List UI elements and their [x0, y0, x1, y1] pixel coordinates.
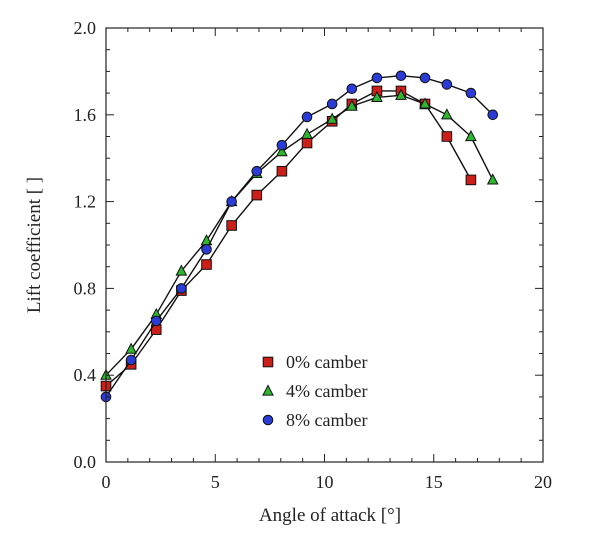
series-layer — [100, 70, 499, 403]
data-point-8-camber — [276, 139, 288, 151]
data-point-8-camber — [150, 315, 162, 327]
data-point-0-camber — [226, 220, 237, 231]
data-point-0-camber — [251, 189, 263, 201]
data-point-8-camber — [395, 70, 407, 82]
legend-layer: 0% camber 4% camber 8% camber — [262, 352, 367, 430]
legend-label-4-camber: 4% camber — [286, 381, 367, 401]
data-point-0-camber — [465, 174, 477, 186]
data-point-8-camber — [326, 98, 338, 110]
tick-layer — [105, 27, 544, 463]
data-point-4-camber — [440, 108, 453, 120]
data-point-4-camber — [371, 90, 383, 103]
x-tick-label: 15 — [425, 472, 443, 492]
data-point-4-camber — [419, 97, 431, 109]
y-tick-label: 0.4 — [74, 365, 97, 385]
x-axis-label: Angle of attack [°] — [259, 505, 401, 526]
data-point-4-camber — [276, 145, 288, 157]
data-point-8-camber — [465, 87, 477, 99]
y-tick-label: 1.6 — [74, 105, 97, 125]
legend-marker-4-camber — [262, 384, 274, 396]
series-line-0-camber — [105, 90, 472, 387]
y-tick-label: 1.2 — [74, 192, 97, 212]
data-point-8-camber — [125, 354, 137, 366]
data-point-4-camber — [395, 88, 407, 100]
y-tick-label: 0.0 — [74, 452, 97, 472]
data-point-0-camber — [201, 259, 212, 270]
legend-marker-8-camber — [262, 414, 274, 426]
data-point-4-camber — [175, 264, 188, 276]
series-8-camber — [100, 70, 499, 403]
data-point-8-camber — [371, 72, 383, 84]
x-tick-label: 20 — [534, 472, 552, 492]
data-point-4-camber — [465, 129, 477, 142]
x-tick-label: 0 — [102, 472, 111, 492]
data-point-4-camber — [301, 127, 313, 139]
data-point-8-camber — [301, 111, 313, 123]
x-tick-label: 10 — [316, 472, 334, 492]
data-point-4-camber — [326, 112, 339, 124]
y-axis-label: Lift coefficient [ ] — [24, 177, 45, 313]
data-point-8-camber — [441, 79, 453, 90]
data-point-0-camber — [276, 165, 288, 177]
data-point-4-camber — [125, 342, 137, 354]
data-point-4-camber — [486, 173, 499, 185]
data-point-8-camber — [226, 196, 237, 207]
x-tick-label: 5 — [211, 472, 220, 492]
data-point-8-camber — [251, 165, 263, 177]
data-point-8-camber — [487, 109, 499, 121]
data-point-0-camber — [441, 131, 453, 142]
data-point-8-camber — [176, 283, 187, 294]
data-point-0-camber — [301, 137, 313, 149]
y-tick-label: 2.0 — [74, 18, 97, 38]
plot-background — [106, 28, 543, 462]
legend-label-8-camber: 8% camber — [286, 410, 367, 430]
data-point-8-camber — [419, 72, 431, 84]
legend-marker-0-camber — [262, 356, 274, 368]
data-point-8-camber — [201, 244, 212, 255]
data-point-4-camber — [345, 99, 358, 111]
data-point-8-camber — [346, 83, 358, 95]
label-layer: 0 5 10 15 20 0.0 0.4 0.8 1.2 1.6 2.0 — [74, 18, 553, 492]
y-tick-label: 0.8 — [74, 278, 97, 298]
legend-label-0-camber: 0% camber — [286, 352, 367, 372]
